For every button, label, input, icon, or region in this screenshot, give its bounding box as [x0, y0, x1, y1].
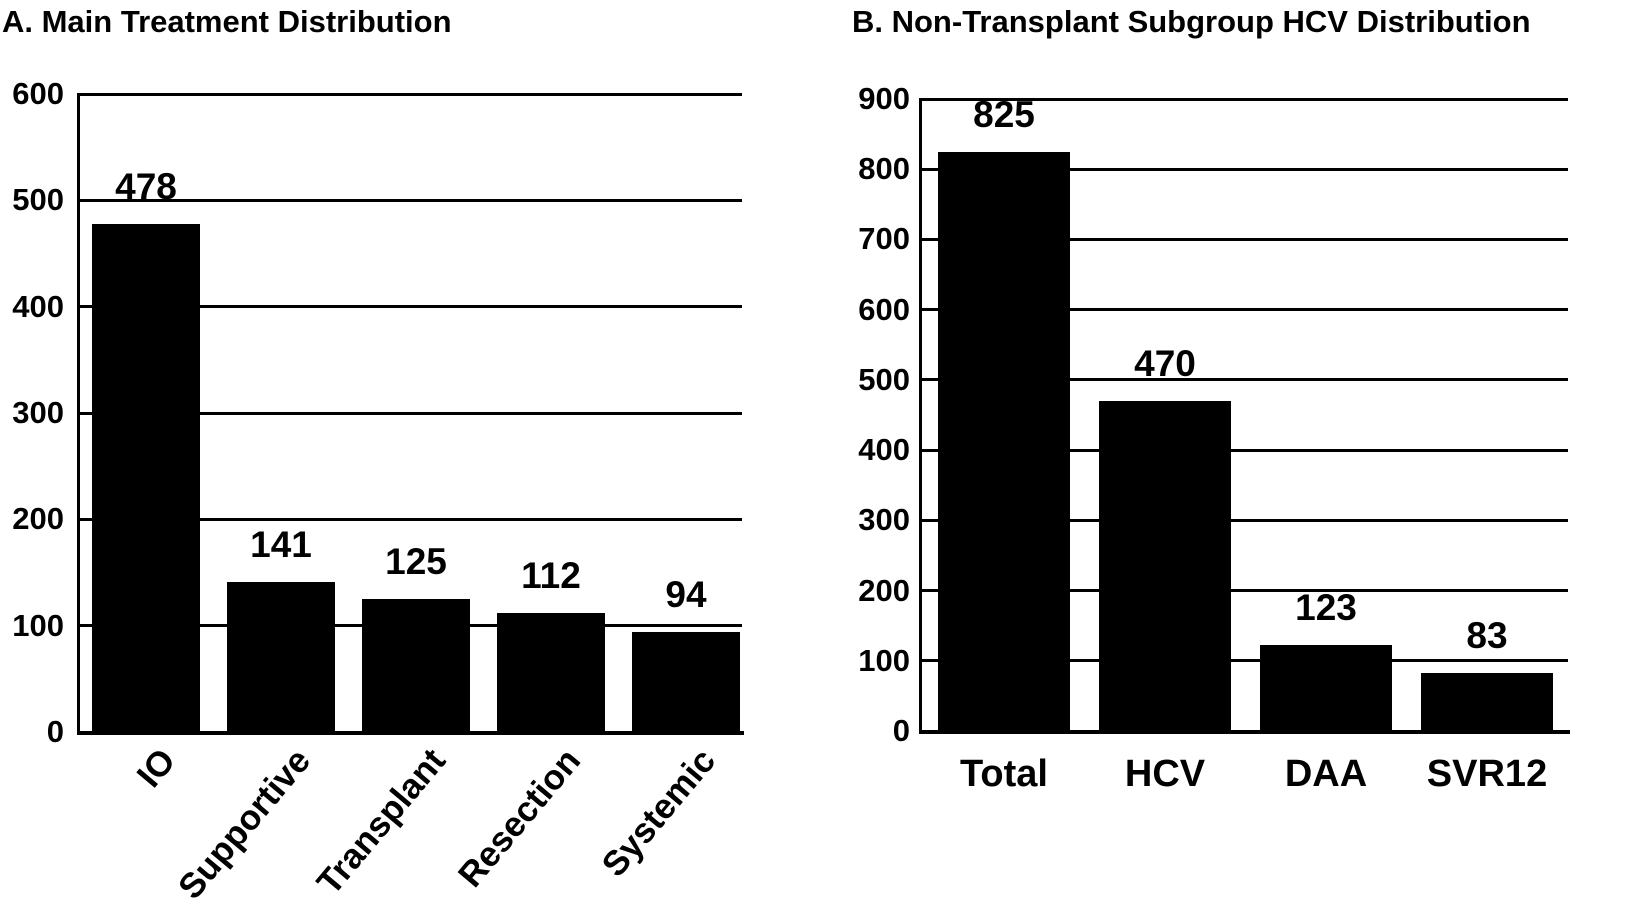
- y-axis-tick-200: [80, 517, 91, 521]
- x-tick-label-hcv: HCV: [1124, 753, 1206, 795]
- y-tick-label-100: 100: [12, 607, 64, 643]
- bar-svr12: [1421, 672, 1553, 731]
- bar-supportive: [227, 582, 335, 732]
- y-tick-label-600: 600: [858, 291, 910, 327]
- bar-value-label-resection: 112: [521, 554, 581, 596]
- gridline-y800: [922, 167, 1568, 171]
- bar-value-label-hcv: 470: [1134, 342, 1196, 384]
- y-tick-label-800: 800: [858, 151, 910, 187]
- y-tick-label-900: 900: [858, 81, 910, 116]
- gridline-y300: [80, 411, 742, 415]
- gridline-y500: [922, 378, 1568, 382]
- panel-b-title: B. Non-Transplant Subgroup HCV Distribut…: [852, 4, 1531, 39]
- y-axis-tick-500: [80, 198, 91, 202]
- x-tick-label-total: Total: [960, 753, 1048, 795]
- x-tick-label-resection: Resection: [450, 741, 589, 895]
- bar-value-label-svr12: 83: [1466, 614, 1508, 656]
- y-axis-tick-500: [922, 378, 933, 382]
- gridline-y700: [922, 237, 1568, 241]
- y-tick-label-0: 0: [46, 714, 64, 749]
- y-axis-tick-300: [80, 411, 91, 415]
- gridline-y500: [80, 198, 742, 202]
- bar-resection: [497, 612, 605, 732]
- y-tick-label-200: 200: [858, 572, 910, 608]
- bar-io: [92, 223, 200, 732]
- gridline-y100: [922, 659, 1568, 663]
- bar-total: [938, 151, 1070, 731]
- x-tick-label-io: IO: [129, 741, 184, 795]
- y-axis-tick-600: [80, 92, 91, 96]
- y-axis-tick-100: [80, 624, 91, 628]
- y-axis-tick-200: [922, 589, 933, 593]
- x-tick-label-svr12: SVR12: [1426, 753, 1548, 795]
- bar-systemic: [632, 632, 740, 732]
- x-axis-baseline: [77, 731, 744, 735]
- bar-value-label-transplant: 125: [385, 541, 447, 583]
- y-tick-label-600: 600: [12, 76, 64, 111]
- gridline-y200: [922, 589, 1568, 593]
- y-axis-tick-700: [922, 237, 933, 241]
- panel-a-title: A. Main Treatment Distribution: [2, 4, 452, 39]
- y-tick-label-400: 400: [858, 432, 910, 468]
- y-tick-label-300: 300: [858, 502, 910, 538]
- y-tick-label-400: 400: [12, 288, 64, 324]
- bar-daa: [1260, 644, 1392, 731]
- x-tick-label-systemic: Systemic: [594, 741, 724, 885]
- y-axis-tick-400: [922, 448, 933, 452]
- y-axis-line: [919, 98, 922, 734]
- bar-value-label-systemic: 94: [665, 574, 707, 616]
- y-axis-tick-100: [922, 659, 933, 663]
- y-tick-label-0: 0: [892, 713, 910, 748]
- bar-value-label-io: 478: [115, 165, 177, 207]
- bar-hcv: [1099, 400, 1231, 731]
- y-axis-tick-800: [922, 167, 933, 171]
- gridline-y400: [922, 448, 1568, 452]
- gridline-y200: [80, 517, 742, 521]
- bar-value-label-total: 825: [973, 93, 1035, 135]
- gridline-y400: [80, 305, 742, 309]
- y-tick-label-100: 100: [858, 642, 910, 678]
- gridline-y300: [922, 518, 1568, 522]
- y-tick-label-700: 700: [858, 221, 910, 257]
- gridline-y600: [922, 308, 1568, 312]
- bar-value-label-daa: 123: [1295, 586, 1357, 628]
- y-axis-tick-600: [922, 308, 933, 312]
- y-axis-tick-400: [80, 305, 91, 309]
- y-tick-label-300: 300: [12, 395, 64, 430]
- x-tick-label-transplant: Transplant: [309, 741, 454, 903]
- gridline-y900: [922, 97, 1568, 101]
- x-tick-label-daa: DAA: [1284, 753, 1368, 795]
- y-tick-label-200: 200: [12, 501, 64, 537]
- x-axis-baseline: [919, 730, 1570, 734]
- bar-transplant: [362, 599, 470, 732]
- bar-value-label-supportive: 141: [250, 524, 312, 566]
- y-tick-label-500: 500: [12, 182, 64, 218]
- gridline-y600: [80, 92, 742, 96]
- y-axis-line: [77, 93, 80, 735]
- x-tick-label-supportive: Supportive: [170, 741, 319, 907]
- y-tick-label-500: 500: [858, 361, 910, 397]
- y-axis-tick-900: [922, 97, 933, 101]
- y-axis-tick-300: [922, 518, 933, 522]
